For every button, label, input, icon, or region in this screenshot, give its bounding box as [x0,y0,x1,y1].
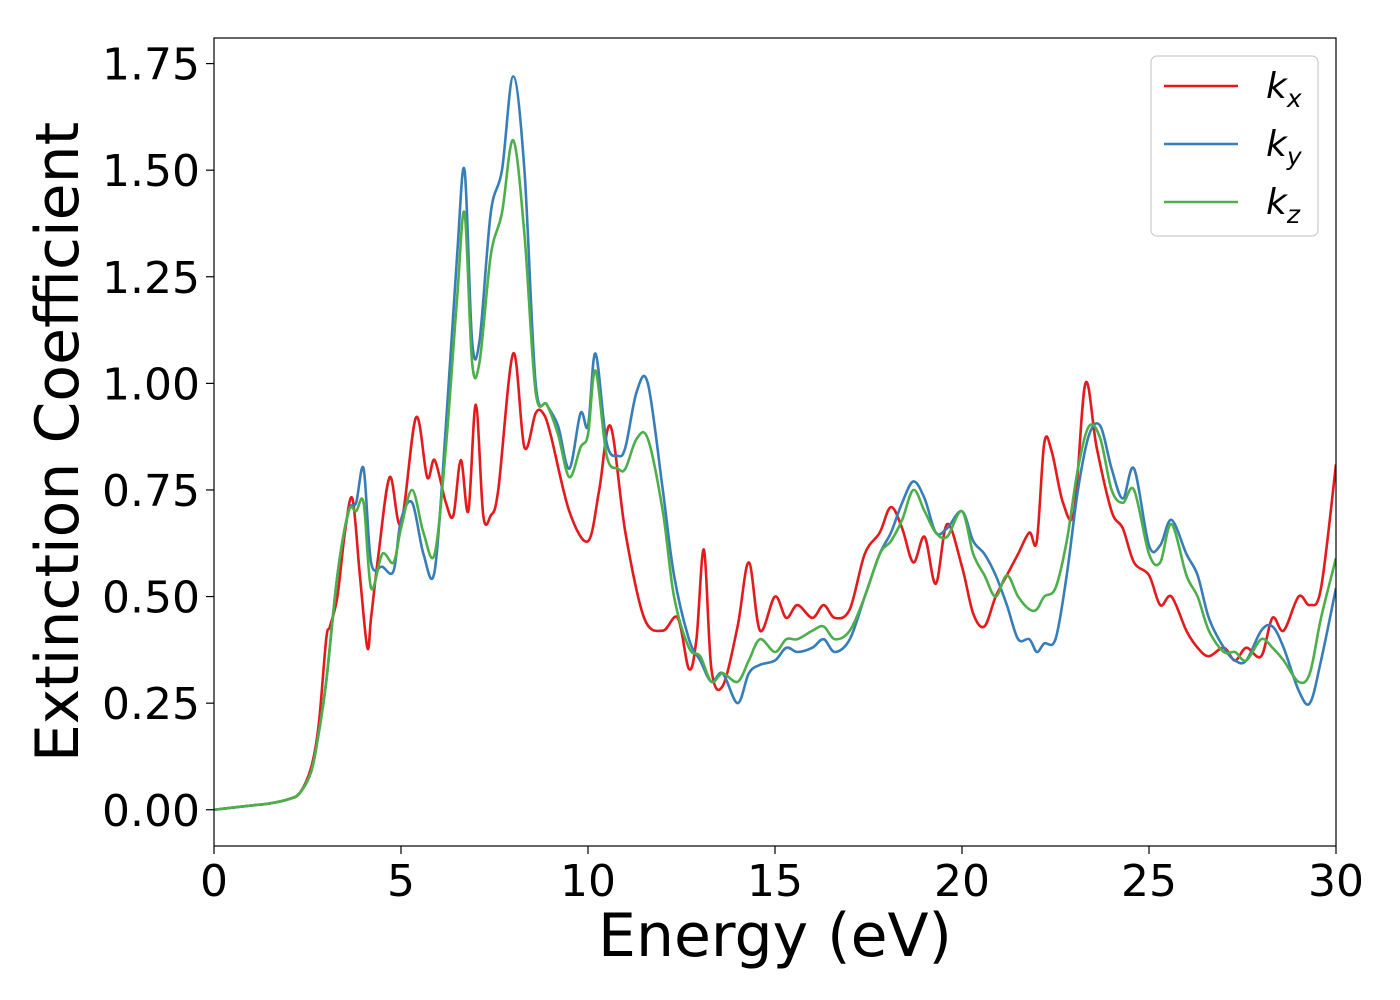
legend: kx ky kz [1150,55,1319,237]
legend-label-y: ky [1266,124,1303,171]
y-tick-label: 0.50 [102,573,200,624]
y-tick-label: 1.25 [102,253,200,304]
x-axis-title: Energy (eV) [598,901,952,971]
y-tick-label: 0.75 [102,466,200,517]
legend-label-z: kz [1266,182,1301,229]
y-tick-label: 1.75 [102,40,200,91]
series-layer [214,75,1336,812]
x-tick-label: 10 [560,856,616,907]
series-line-x [214,352,1336,812]
y-tick-label: 1.00 [102,359,200,410]
x-tick-label: 25 [1121,856,1177,907]
series-line-y [214,75,1336,812]
x-tick-label: 15 [747,856,803,907]
y-tick-label: 0.00 [102,786,200,837]
x-tick-label: 0 [200,856,228,907]
y-tick-label: 1.50 [102,146,200,197]
x-tick-label: 5 [387,856,415,907]
x-axis: 0 5 10 15 20 25 30 [200,846,1364,907]
y-axis-title: Extinction Coefficient [23,122,93,762]
x-tick-label: 30 [1308,856,1364,907]
y-axis: 0.00 0.25 0.50 0.75 1.00 1.25 1.50 1.75 [102,40,214,837]
series-line-z [214,139,1336,812]
y-tick-label: 0.25 [102,679,200,730]
legend-label-x: kx [1266,66,1302,113]
x-tick-label: 20 [934,856,990,907]
legend-box [1150,55,1319,237]
